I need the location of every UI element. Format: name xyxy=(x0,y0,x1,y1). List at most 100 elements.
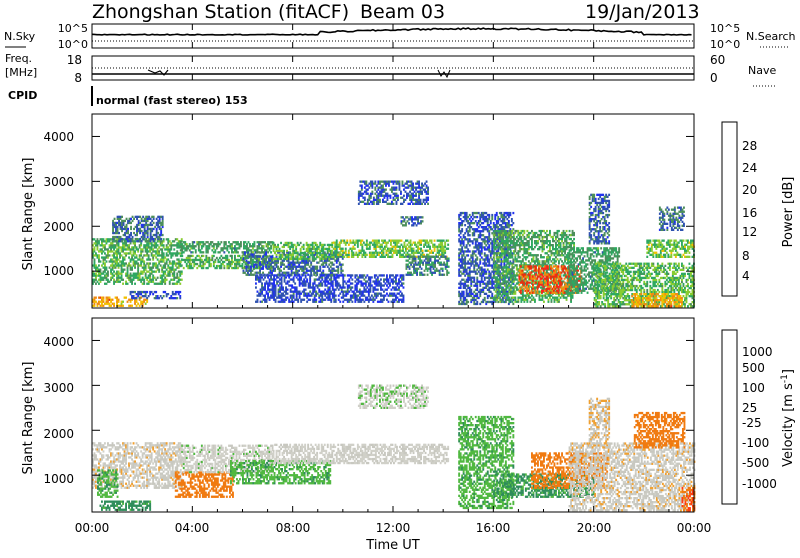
power-cell xyxy=(243,270,245,272)
power-cell xyxy=(503,220,505,222)
power-cell xyxy=(415,262,417,264)
power-cell xyxy=(363,250,365,252)
power-cell xyxy=(231,245,233,247)
power-cell xyxy=(157,264,159,266)
power-cell xyxy=(476,262,478,264)
power-cell xyxy=(476,279,478,281)
power-cell xyxy=(361,248,363,250)
power-cell xyxy=(311,274,313,276)
power-cell xyxy=(314,289,316,291)
power-cell xyxy=(458,228,460,230)
power-cell xyxy=(332,284,334,286)
power-cell xyxy=(379,183,381,185)
power-cell xyxy=(458,273,460,275)
power-cell xyxy=(97,267,99,269)
power-cell xyxy=(379,280,381,282)
power-cell xyxy=(463,291,465,293)
power-cell xyxy=(312,284,314,286)
power-cell xyxy=(470,291,472,293)
power-cell xyxy=(346,240,348,242)
power-cell xyxy=(270,264,272,266)
power-cell xyxy=(260,243,262,245)
power-cell xyxy=(116,297,118,299)
power-cell xyxy=(301,258,303,260)
power-cell xyxy=(412,197,414,199)
power-cell xyxy=(467,254,469,256)
power-cell xyxy=(339,244,341,246)
power-cell xyxy=(339,301,341,303)
power-cell xyxy=(157,244,159,246)
power-cell xyxy=(351,286,353,288)
power-cell xyxy=(252,251,254,253)
power-cell xyxy=(118,242,120,244)
power-cell xyxy=(157,277,159,279)
power-cell xyxy=(119,256,121,258)
power-cell xyxy=(476,216,478,218)
power-cell xyxy=(261,282,263,284)
power-cell xyxy=(411,244,413,246)
power-cell xyxy=(265,258,267,260)
beam-label: Beam 03 xyxy=(360,1,445,23)
power-cell xyxy=(383,274,385,276)
power-cell xyxy=(256,251,258,253)
power-cell xyxy=(100,275,102,277)
power-cell xyxy=(94,305,96,307)
power-cell xyxy=(267,245,269,247)
power-cell xyxy=(156,218,158,220)
power-cell xyxy=(299,274,301,276)
power-cell xyxy=(278,284,280,286)
power-cell xyxy=(333,264,335,266)
power-cell xyxy=(277,262,279,264)
power-cell xyxy=(422,250,424,252)
power-cell xyxy=(437,260,439,262)
power-cell xyxy=(330,266,332,268)
power-cell xyxy=(469,234,471,236)
power-cell xyxy=(469,224,471,226)
cpid-mode-text: normal (fast stereo) 153 xyxy=(96,94,248,107)
power-cell xyxy=(461,264,463,266)
power-cell xyxy=(458,291,460,293)
power-cell xyxy=(376,191,378,193)
power-cell xyxy=(356,286,358,288)
power-cell xyxy=(214,251,216,253)
power-cell xyxy=(164,273,166,275)
power-cell xyxy=(161,242,163,244)
power-cell xyxy=(222,249,224,251)
nave-right-tick-bottom: 0 xyxy=(710,71,718,85)
power-cell xyxy=(395,280,397,282)
power-cell xyxy=(94,260,96,262)
power-cell xyxy=(152,279,154,281)
power-cell xyxy=(461,238,463,240)
power-cell xyxy=(487,228,489,230)
power-cell xyxy=(395,248,397,250)
power-cell xyxy=(422,262,424,264)
power-cell xyxy=(430,268,432,270)
power-cell xyxy=(125,281,127,283)
power-cell xyxy=(464,297,466,299)
power-cell xyxy=(473,222,475,224)
power-cell xyxy=(490,275,492,277)
power-cell xyxy=(211,249,213,251)
power-cell xyxy=(303,299,305,301)
power-cell xyxy=(167,238,169,240)
power-cell xyxy=(488,260,490,262)
power-cell xyxy=(364,252,366,254)
power-cell xyxy=(487,285,489,287)
power-cell xyxy=(473,291,475,293)
power-cell xyxy=(444,250,446,252)
power-cell xyxy=(242,263,244,265)
power-cell xyxy=(491,267,493,269)
power-cell xyxy=(173,279,175,281)
power-cell xyxy=(112,269,114,271)
power-cell xyxy=(95,297,97,299)
power-cell xyxy=(444,242,446,244)
power-cell xyxy=(375,297,377,299)
power-cell xyxy=(131,281,133,283)
power-cell xyxy=(130,226,132,228)
power-cell xyxy=(124,246,126,248)
power-cell xyxy=(231,243,233,245)
power-cell xyxy=(407,220,409,222)
power-cell xyxy=(122,283,124,285)
power-cell xyxy=(295,268,297,270)
power-cell xyxy=(299,291,301,293)
